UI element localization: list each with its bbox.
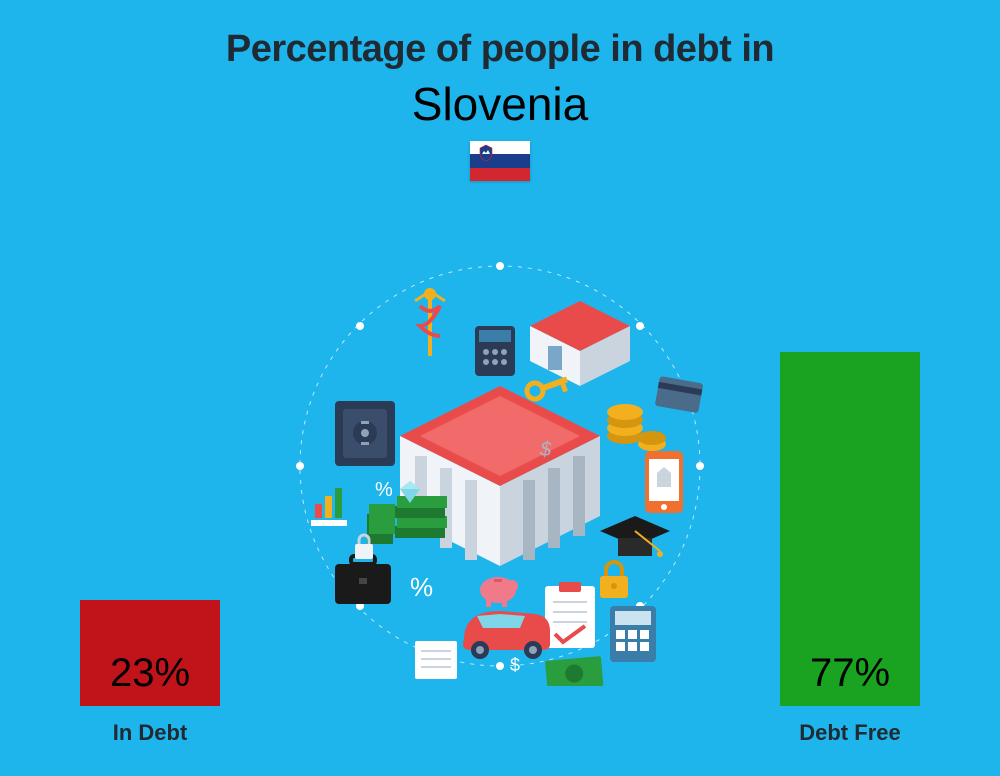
house-icon [530, 301, 630, 386]
bar-value-in-debt: 23% [80, 651, 220, 696]
bar-label-in-debt: In Debt [70, 720, 230, 746]
bar-group-debt-free: 77% Debt Free [770, 352, 930, 746]
piggy-icon [480, 577, 518, 607]
calculator2-icon [610, 606, 656, 662]
country-flag [470, 141, 530, 181]
cash-icon [545, 656, 603, 686]
finance-illustration-icon: $ [280, 246, 720, 686]
bar-value-debt-free: 77% [780, 651, 920, 696]
lock-icon [600, 562, 628, 598]
bank-icon: $ [400, 386, 600, 566]
percent-icon: % [375, 479, 393, 501]
gradcap-icon [600, 516, 670, 557]
bar-group-in-debt: 23% In Debt [70, 600, 230, 746]
bar-debt-free: 77% [780, 352, 920, 706]
briefcase-icon [335, 556, 391, 604]
phone-icon [645, 451, 683, 513]
credit-card-icon [655, 376, 704, 413]
title-main: Percentage of people in debt in [0, 0, 1000, 71]
svg-text:$: $ [539, 439, 552, 461]
caduceus-icon [415, 288, 445, 356]
document-icon [415, 641, 457, 679]
coins-icon [607, 404, 666, 451]
dollar-icon: $ [510, 655, 520, 675]
title-country: Slovenia [0, 77, 1000, 131]
lock-small-icon [355, 535, 373, 559]
chart-area: 23% In Debt 77% Debt Free [0, 186, 1000, 746]
clipboard-icon [545, 582, 595, 648]
flag-stripe-3 [470, 168, 530, 181]
safe-icon [335, 401, 395, 466]
minibar-icon [311, 488, 347, 526]
cash-stack-icon [367, 496, 447, 544]
percent-icon: % [410, 572, 433, 602]
calculator-icon [475, 326, 515, 376]
bar-in-debt: 23% [80, 600, 220, 706]
car-icon [463, 611, 550, 659]
flag-crest-icon [478, 144, 494, 162]
bar-label-debt-free: Debt Free [770, 720, 930, 746]
